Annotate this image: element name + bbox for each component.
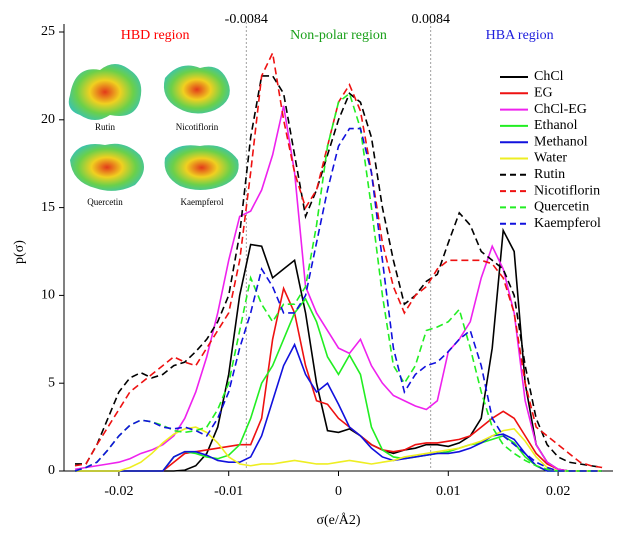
molecule-images xyxy=(68,64,239,191)
series-line xyxy=(74,426,603,472)
series-line xyxy=(74,127,603,472)
image-caption: Rutin xyxy=(95,122,116,132)
y-tick-label: 15 xyxy=(41,200,55,215)
molecule-quercetin xyxy=(70,143,144,191)
x-axis-label: σ(e/Å2) xyxy=(316,512,360,528)
legend-label: Water xyxy=(534,151,567,166)
legend-label: Ethanol xyxy=(534,118,578,133)
legend-label: EG xyxy=(534,86,553,101)
molecule-kaempferol xyxy=(164,145,239,190)
legend-label: Nicotiflorin xyxy=(534,183,600,198)
x-tick-label: 0.02 xyxy=(546,484,571,499)
legend-label: Kaempferol xyxy=(534,216,601,231)
image-caption: Nicotiflorin xyxy=(176,122,219,132)
legend-label: ChCl xyxy=(534,69,564,84)
x-tick-label: -0.02 xyxy=(104,484,133,499)
y-tick-label: 25 xyxy=(41,24,55,39)
legend-label: Methanol xyxy=(534,134,588,149)
x-tick-label: 0.01 xyxy=(436,484,461,499)
series-line xyxy=(74,105,603,472)
y-axis-label: p(σ) xyxy=(12,240,27,264)
y-tick-label: 20 xyxy=(41,112,55,127)
region-label: HBD region xyxy=(121,28,190,43)
legend-label: ChCl-EG xyxy=(534,102,587,117)
series-line xyxy=(74,75,603,469)
image-caption: Quercetin xyxy=(87,197,123,207)
reference-line-label: -0.0084 xyxy=(225,12,268,27)
legend-label: Rutin xyxy=(534,167,565,182)
region-label: HBA region xyxy=(486,28,554,43)
legend-label: Quercetin xyxy=(534,200,589,215)
reference-line-label: 0.0084 xyxy=(411,12,450,27)
y-tick-label: 5 xyxy=(48,375,55,390)
y-tick-label: 10 xyxy=(41,288,55,303)
y-tick-label: 0 xyxy=(48,463,55,478)
molecule-rutin xyxy=(68,64,142,120)
x-tick-label: 0 xyxy=(335,484,342,499)
region-label: Non-polar region xyxy=(290,28,387,43)
series-line xyxy=(74,342,603,472)
image-caption: Kaempferol xyxy=(181,197,224,207)
series-line xyxy=(74,92,603,472)
molecule-nicotiflorin xyxy=(163,65,230,114)
x-tick-label: -0.01 xyxy=(214,484,243,499)
